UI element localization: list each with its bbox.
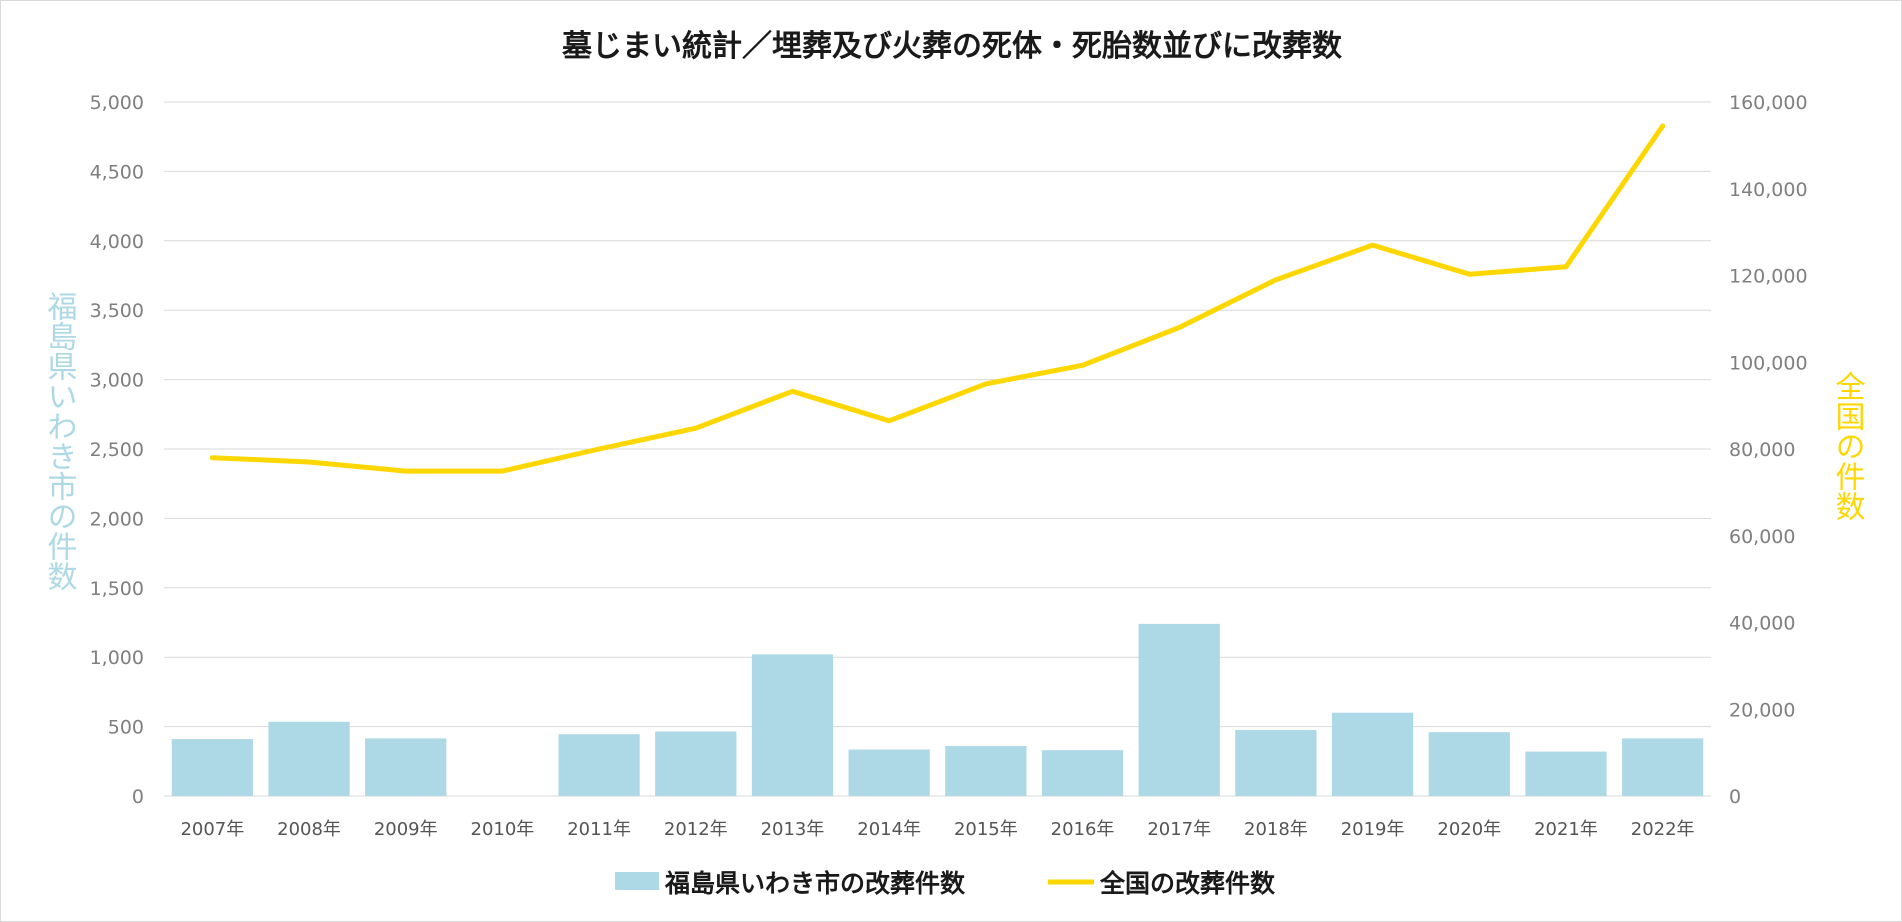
bar [945, 746, 1027, 796]
x-tick-label: 2008年 [277, 819, 341, 840]
right-tick-label: 40,000 [1729, 613, 1795, 635]
x-tick-label: 2021年 [1534, 819, 1598, 840]
right-tick-label: 0 [1729, 786, 1741, 808]
bar-series [171, 623, 1704, 796]
x-tick-label: 2010年 [471, 819, 535, 840]
x-tick-label: 2015年 [954, 819, 1018, 840]
legend-label-line: 全国の改葬件数 [1099, 869, 1276, 898]
left-tick-label: 4,500 [90, 161, 144, 183]
left-tick-label: 1,500 [90, 578, 144, 600]
left-tick-label: 2,000 [90, 508, 144, 530]
left-tick-label: 1,000 [90, 647, 144, 669]
x-tick-label: 2011年 [567, 819, 631, 840]
bar [655, 731, 737, 796]
legend: 福島県いわき市の改葬件数 全国の改葬件数 [615, 869, 1276, 898]
left-tick-label: 2,500 [90, 439, 144, 461]
left-tick-label: 0 [132, 786, 144, 808]
x-tick-label: 2013年 [761, 819, 825, 840]
chart-title: 墓じまい統計／埋葬及び火葬の死体・死胎数並びに改葬数 [561, 29, 1343, 64]
right-tick-label: 160,000 [1729, 92, 1808, 114]
bar [1428, 732, 1510, 796]
line-series [209, 123, 1666, 474]
left-axis-title: 福島県いわき市の件数 [42, 291, 78, 591]
legend-swatch-bar [615, 872, 659, 890]
legend-label-bar: 福島県いわき市の改葬件数 [664, 869, 966, 898]
gridlines [164, 101, 1711, 797]
x-tick-label: 2022年 [1631, 819, 1695, 840]
x-axis-ticks: 2007年 2008年 2009年 2010年 2011年 2012年 2013年 2014年… [180, 819, 1694, 840]
line-series-path [209, 123, 1666, 474]
left-tick-label: 4,000 [90, 231, 144, 253]
x-tick-label: 2018年 [1244, 819, 1308, 840]
bar [848, 749, 930, 796]
bar [1331, 712, 1414, 796]
right-axis-ticks: 0 20,000 40,000 60,000 80,000 100,000 120,000 1… [1729, 92, 1808, 808]
x-tick-label: 2016年 [1051, 819, 1115, 840]
left-tick-label: 5,000 [90, 92, 144, 114]
right-tick-label: 20,000 [1729, 699, 1795, 721]
x-tick-label: 2020年 [1437, 819, 1501, 840]
bar [1235, 730, 1317, 796]
left-axis-ticks: 0 500 1,000 1,500 2,000 2,500 3,000 3,500 4,000 4… [90, 92, 144, 808]
bar [558, 734, 640, 796]
right-tick-label: 140,000 [1729, 179, 1808, 201]
left-tick-label: 500 [108, 717, 144, 739]
bar [268, 721, 350, 796]
right-tick-label: 60,000 [1729, 526, 1795, 548]
bar [171, 739, 253, 796]
bar [1138, 623, 1220, 796]
bar [1525, 751, 1607, 796]
right-tick-label: 80,000 [1729, 439, 1795, 461]
x-tick-label: 2019年 [1341, 819, 1405, 840]
right-axis-title: 全国の件数 [1830, 371, 1866, 521]
left-tick-label: 3,500 [90, 300, 144, 322]
bar [1041, 750, 1124, 796]
right-tick-label: 100,000 [1729, 352, 1808, 374]
right-tick-label: 120,000 [1729, 266, 1808, 288]
x-tick-label: 2007年 [180, 819, 244, 840]
x-tick-label: 2014年 [857, 819, 921, 840]
x-tick-label: 2009年 [374, 819, 438, 840]
bar [1622, 738, 1704, 796]
x-tick-label: 2017年 [1147, 819, 1211, 840]
x-tick-label: 2012年 [664, 819, 728, 840]
bar [751, 654, 834, 796]
left-tick-label: 3,000 [90, 370, 144, 392]
bar [365, 738, 447, 796]
